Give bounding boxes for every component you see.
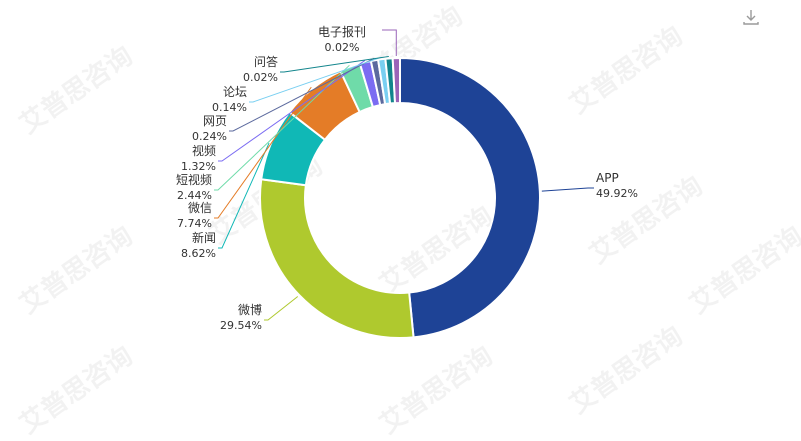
slice-label-name-3: 微信 <box>188 201 212 215</box>
leader-line-5 <box>218 59 366 162</box>
labels-group: APP 49.92% 微博 29.54% 新闻 8.62% 微信 7.74% 短视频 2.44% 视… <box>176 24 638 332</box>
slices-group <box>259 57 541 339</box>
leader-line-7 <box>249 56 382 103</box>
slice-label-percent-6: 0.24% <box>192 130 227 143</box>
slice-label-percent-1: 29.54% <box>220 319 262 332</box>
slice-label-name-0: APP <box>596 171 619 185</box>
slice-label-percent-8: 0.02% <box>243 71 278 84</box>
leader-line-8 <box>280 55 389 73</box>
leader-line-6 <box>229 57 375 132</box>
leader-line-9 <box>382 29 397 57</box>
download-icon[interactable] <box>741 7 761 27</box>
donut-chart: APP 49.92% 微博 29.54% 新闻 8.62% 微信 7.74% 短视频 2.44% 视… <box>176 24 638 339</box>
slice-1[interactable] <box>259 178 415 339</box>
leader-line-4 <box>214 64 350 191</box>
leader-line-0 <box>541 187 594 192</box>
slice-label-name-8: 问答 <box>254 54 278 69</box>
slice-0[interactable] <box>399 57 541 339</box>
slice-label-name-7: 论坛 <box>223 85 247 99</box>
slice-label-name-1: 微博 <box>238 302 262 317</box>
slice-label-percent-5: 1.32% <box>181 160 216 173</box>
slice-label-percent-7: 0.14% <box>212 101 247 114</box>
slice-label-percent-0: 49.92% <box>596 187 638 200</box>
leader-line-1 <box>264 296 299 321</box>
slice-label-percent-9: 0.02% <box>325 41 360 54</box>
slice-label-percent-4: 2.44% <box>177 189 212 202</box>
slice-label-name-4: 短视频 <box>176 172 212 187</box>
slice-label-name-5: 视频 <box>192 143 216 158</box>
slice-label-percent-2: 8.62% <box>181 247 216 260</box>
slice-label-name-6: 网页 <box>203 114 227 128</box>
slice-label-name-9: 电子报刊 <box>318 24 366 39</box>
slice-9[interactable] <box>391 57 401 105</box>
slice-label-percent-3: 7.74% <box>177 217 212 230</box>
slice-label-name-2: 新闻 <box>192 230 216 245</box>
leader-line-2 <box>218 142 270 249</box>
